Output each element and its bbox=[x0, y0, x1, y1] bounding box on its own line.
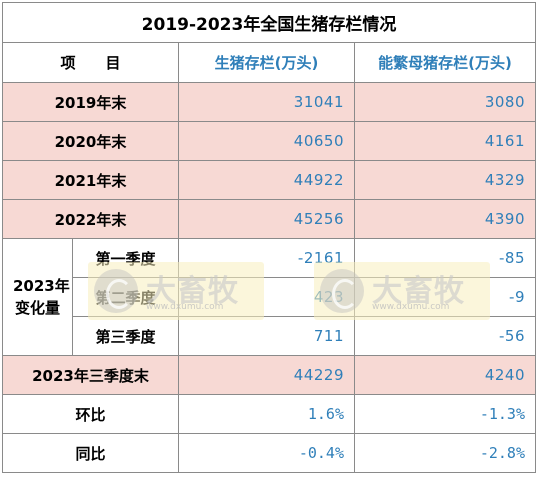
header-item: 项 目 bbox=[2, 42, 179, 83]
hog-value: 44229 bbox=[178, 355, 355, 395]
row-label: 2021年末 bbox=[2, 160, 179, 200]
row-label: 2020年末 bbox=[2, 121, 179, 161]
header-hog: 生猪存栏(万头) bbox=[178, 42, 355, 83]
hog-value: 1.6% bbox=[178, 394, 355, 434]
row-label: 2023年三季度末 bbox=[2, 355, 179, 395]
sow-value: 3080 bbox=[354, 82, 536, 122]
hog-value: 711 bbox=[178, 316, 355, 356]
sow-value: 4161 bbox=[354, 121, 536, 161]
sow-value: -1.3% bbox=[354, 394, 536, 434]
hog-inventory-table: 2019-2023年全国生猪存栏情况 项 目 生猪存栏(万头) 能繁母猪存栏(万… bbox=[2, 2, 536, 473]
table-row: 2023年 变化量 第一季度 -2161 -85 bbox=[2, 238, 536, 356]
row-label: 2022年末 bbox=[2, 199, 179, 239]
hog-value: 44922 bbox=[178, 160, 355, 200]
table-row: 2022年末 45256 4390 bbox=[2, 199, 536, 239]
sow-value: 4390 bbox=[354, 199, 536, 239]
table-title-row: 2019-2023年全国生猪存栏情况 bbox=[2, 2, 536, 43]
change-group-label-line2: 变化量 bbox=[14, 299, 60, 317]
hog-value: 45256 bbox=[178, 199, 355, 239]
table-title: 2019-2023年全国生猪存栏情况 bbox=[2, 2, 536, 43]
sow-value: -56 bbox=[354, 316, 536, 356]
row-label: 第一季度 bbox=[72, 238, 179, 278]
sow-value: 4329 bbox=[354, 160, 536, 200]
table-row: 2021年末 44922 4329 bbox=[2, 160, 536, 200]
table-row: 同比 -0.4% -2.8% bbox=[2, 433, 536, 473]
table-row: 2019年末 31041 3080 bbox=[2, 82, 536, 122]
row-label: 第三季度 bbox=[72, 316, 179, 356]
hog-value: 31041 bbox=[178, 82, 355, 122]
sow-value: -2.8% bbox=[354, 433, 536, 473]
sow-value: -85 bbox=[354, 238, 536, 278]
change-group-label: 2023年 变化量 bbox=[2, 238, 73, 356]
row-label: 环比 bbox=[2, 394, 179, 434]
row-label: 第二季度 bbox=[72, 277, 179, 317]
row-label: 同比 bbox=[2, 433, 179, 473]
hog-value: -2161 bbox=[178, 238, 355, 278]
table-row: 第二季度 423 -9 bbox=[3, 277, 536, 317]
hog-value: -0.4% bbox=[178, 433, 355, 473]
sow-value: -9 bbox=[354, 277, 536, 317]
header-row: 项 目 生猪存栏(万头) 能繁母猪存栏(万头) bbox=[2, 42, 536, 83]
change-group-label-line1: 2023年 bbox=[13, 277, 70, 295]
table-row: 2020年末 40650 4161 bbox=[2, 121, 536, 161]
hog-value: 423 bbox=[178, 277, 355, 317]
sow-value: 4240 bbox=[354, 355, 536, 395]
header-sow: 能繁母猪存栏(万头) bbox=[354, 42, 536, 83]
table-row: 第三季度 711 -56 bbox=[3, 316, 536, 356]
row-label: 2019年末 bbox=[2, 82, 179, 122]
table-row: 2023年三季度末 44229 4240 bbox=[2, 355, 536, 395]
hog-value: 40650 bbox=[178, 121, 355, 161]
table-row: 环比 1.6% -1.3% bbox=[2, 394, 536, 434]
